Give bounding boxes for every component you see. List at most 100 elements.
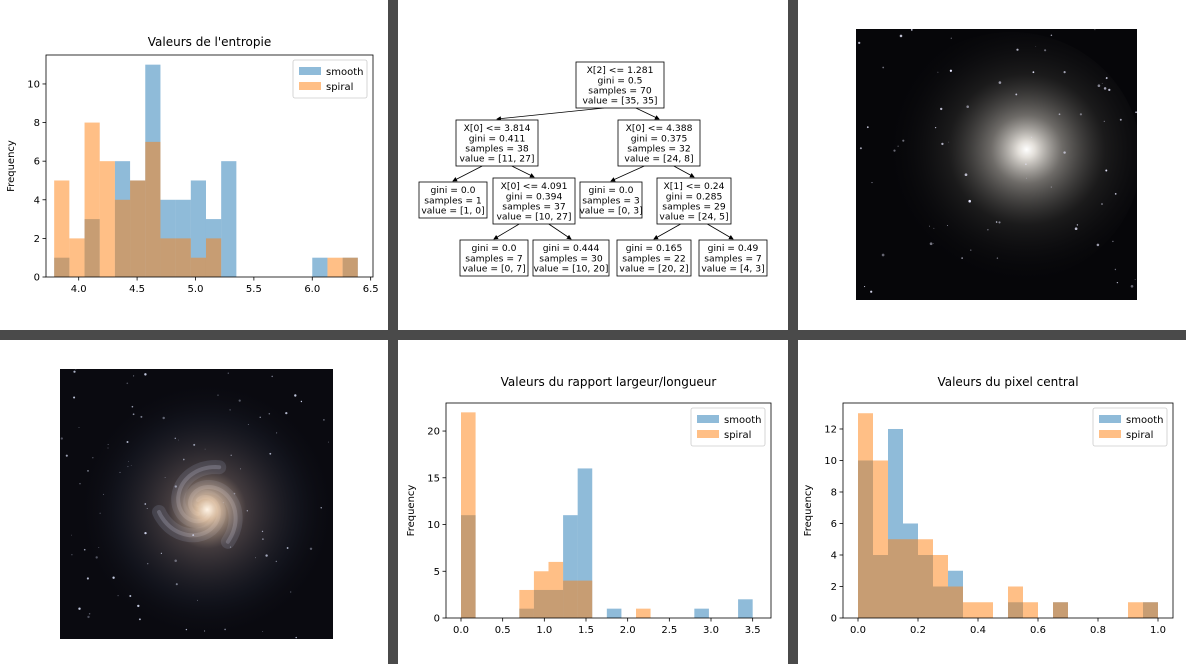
legend-swatch xyxy=(697,430,719,438)
series-spiral xyxy=(461,412,651,618)
ratio-histogram-panel: Valeurs du rapport largeur/longueur Frequ… xyxy=(398,340,788,664)
star xyxy=(968,199,971,203)
star xyxy=(864,286,866,288)
star xyxy=(300,400,303,403)
star xyxy=(83,548,86,551)
legend-swatch xyxy=(697,415,719,423)
histogram-bar xyxy=(606,608,622,618)
star xyxy=(78,607,81,610)
star xyxy=(265,554,268,557)
star xyxy=(255,557,256,559)
histogram-bar xyxy=(342,257,358,277)
legend: smooth spiral xyxy=(292,59,368,99)
star xyxy=(119,471,121,473)
y-tick-label: 4 xyxy=(831,550,837,561)
x-tick-label: 4.5 xyxy=(129,284,145,295)
star xyxy=(197,599,199,601)
tree-edge xyxy=(635,107,660,120)
x-tick-label: 3.5 xyxy=(745,625,761,636)
star xyxy=(929,225,930,227)
star xyxy=(192,534,195,537)
star xyxy=(229,409,231,411)
y-tick-label: 4 xyxy=(34,195,40,206)
star xyxy=(276,432,278,434)
y-tick-label: 20 xyxy=(427,427,440,438)
star xyxy=(92,457,94,459)
legend-swatch xyxy=(299,67,321,75)
star xyxy=(78,427,80,428)
tree-edge xyxy=(653,223,681,240)
y-tick-label: 12 xyxy=(824,424,837,435)
star xyxy=(966,105,969,108)
star xyxy=(1044,49,1047,52)
star xyxy=(126,441,129,443)
star xyxy=(144,531,147,535)
star xyxy=(79,482,81,485)
tree-node-line: value = [20, 2] xyxy=(619,264,688,275)
star xyxy=(1058,113,1061,116)
histogram-bar xyxy=(327,257,343,277)
histogram-bar xyxy=(548,561,564,618)
star xyxy=(1135,111,1137,114)
x-tick-label: 0.0 xyxy=(850,625,866,636)
legend-label: spiral xyxy=(1126,430,1153,441)
star xyxy=(294,394,297,397)
y-tick-label: 6 xyxy=(34,157,40,168)
tree-node-line: X[0] <= 4.388 xyxy=(626,123,693,134)
star xyxy=(238,399,241,402)
star xyxy=(1016,48,1019,51)
x-tick-label: 0.5 xyxy=(495,625,511,636)
elliptical-galaxy-panel xyxy=(798,0,1186,330)
histogram-bar xyxy=(903,539,918,618)
star xyxy=(881,253,885,257)
tree-node-line: X[0] <= 3.814 xyxy=(464,123,531,134)
star xyxy=(1114,268,1117,271)
x-tick-label: 5.5 xyxy=(246,284,262,295)
star xyxy=(858,41,861,45)
histogram-bar xyxy=(175,238,191,277)
histogram-bar xyxy=(533,571,549,618)
tree-node-line: samples = 32 xyxy=(627,144,690,155)
histogram-bar xyxy=(933,554,948,618)
histogram-bar xyxy=(205,238,222,277)
star xyxy=(902,139,905,142)
tree-edge xyxy=(511,165,535,178)
tree-node-box xyxy=(418,181,488,219)
tree-edge xyxy=(496,107,605,121)
star xyxy=(946,225,948,226)
y-tick-label: 0 xyxy=(831,614,837,625)
y-tick-label: 8 xyxy=(831,487,837,498)
star xyxy=(98,547,100,548)
legend-label: smooth xyxy=(326,67,363,78)
star xyxy=(995,221,998,223)
star xyxy=(1096,243,1100,247)
star xyxy=(295,636,297,639)
tree-edge xyxy=(610,165,645,182)
star xyxy=(1097,84,1101,88)
star xyxy=(88,613,91,615)
histogram-bar xyxy=(160,238,176,277)
star xyxy=(71,554,73,556)
star xyxy=(137,604,140,608)
y-tick-label: 10 xyxy=(427,520,440,531)
star xyxy=(286,547,289,549)
tree-node-line: value = [1, 0] xyxy=(421,206,484,217)
decision-tree-panel: X[2] <= 1.281 gini = 0.5 samples = 70 value… xyxy=(398,0,788,330)
star xyxy=(1101,83,1103,84)
series-spiral xyxy=(858,413,1158,618)
star xyxy=(127,466,129,468)
tree-node-box xyxy=(492,177,576,225)
star xyxy=(910,29,913,31)
tree-node-box xyxy=(575,61,665,109)
y-tick-label: 10 xyxy=(27,79,40,90)
star xyxy=(95,556,98,559)
histogram-bar xyxy=(1128,602,1143,618)
star xyxy=(998,221,1001,224)
histogram-bar xyxy=(1053,602,1068,618)
star xyxy=(933,242,934,244)
star xyxy=(322,418,325,421)
